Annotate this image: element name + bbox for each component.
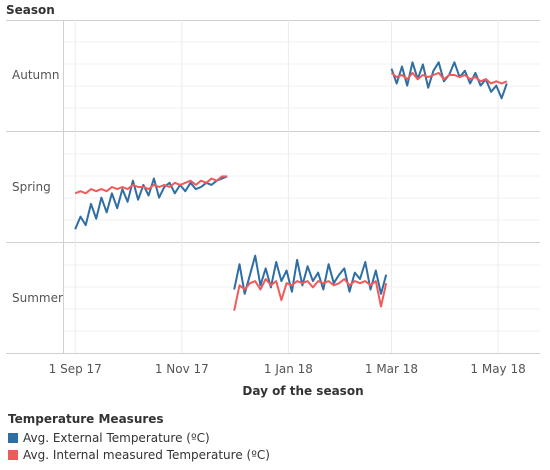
panel-label-autumn: Autumn xyxy=(12,68,59,82)
panel-label-summer: Summer xyxy=(12,291,63,305)
series-line-spring-internal xyxy=(74,175,228,195)
x-tick-label: 1 May 18 xyxy=(470,362,525,376)
series-line-autumn-internal xyxy=(390,71,508,85)
series-line-spring-external xyxy=(74,175,228,230)
legend: Temperature Measures Avg. External Tempe… xyxy=(8,412,270,463)
row-header: Season xyxy=(6,3,55,17)
panel-label-spring: Spring xyxy=(12,180,51,194)
legend-item-external[interactable]: Avg. External Temperature (ºC) xyxy=(8,429,270,446)
x-tick-label: 1 Sep 17 xyxy=(49,362,102,376)
x-axis-ticks: 1 Sep 17 1 Nov 17 1 Jan 18 1 Mar 18 1 May 18 xyxy=(49,362,526,376)
legend-item-internal[interactable]: Avg. Internal measured Temperature (ºC) xyxy=(8,446,270,463)
grid-layer xyxy=(6,20,540,354)
panel-labels: Autumn Spring Summer xyxy=(12,68,63,305)
legend-swatch-internal xyxy=(8,449,18,460)
x-tick-label: 1 Jan 18 xyxy=(264,362,313,376)
legend-swatch-external xyxy=(8,432,18,443)
series-line-summer-external xyxy=(233,254,388,295)
legend-title: Temperature Measures xyxy=(8,412,164,426)
series-line-summer-internal xyxy=(233,278,388,311)
legend-label-internal: Avg. Internal measured Temperature (ºC) xyxy=(23,447,270,462)
series-layer xyxy=(74,61,508,311)
x-tick-label: 1 Nov 17 xyxy=(155,362,209,376)
x-axis-title: Day of the season xyxy=(242,384,363,398)
series-line-autumn-external xyxy=(390,61,508,100)
x-tick-label: 1 Mar 18 xyxy=(365,362,418,376)
legend-label-external: Avg. External Temperature (ºC) xyxy=(23,430,210,445)
